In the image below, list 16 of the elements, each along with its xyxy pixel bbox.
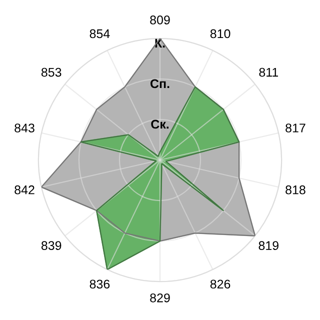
spoke-label: 854 — [90, 29, 110, 38]
spoke-label: 811 — [259, 68, 278, 77]
spoke-label: 836 — [90, 280, 110, 289]
spoke-label: 829 — [150, 293, 170, 302]
spoke-label: 843 — [14, 124, 34, 132]
y-tick-label: Сп. — [150, 79, 170, 88]
y-tick-label: Ск. — [151, 120, 169, 129]
spoke-label: 853 — [41, 68, 62, 77]
spoke-label: 842 — [14, 185, 34, 194]
spoke-label: 818 — [286, 185, 306, 194]
spoke-label: 826 — [210, 280, 230, 289]
spoke-label: 839 — [41, 241, 62, 250]
spoke-label: 819 — [258, 241, 278, 250]
spoke-label: 810 — [210, 29, 230, 38]
spoke-label: 809 — [150, 16, 170, 24]
spoke-label: 817 — [286, 124, 306, 132]
